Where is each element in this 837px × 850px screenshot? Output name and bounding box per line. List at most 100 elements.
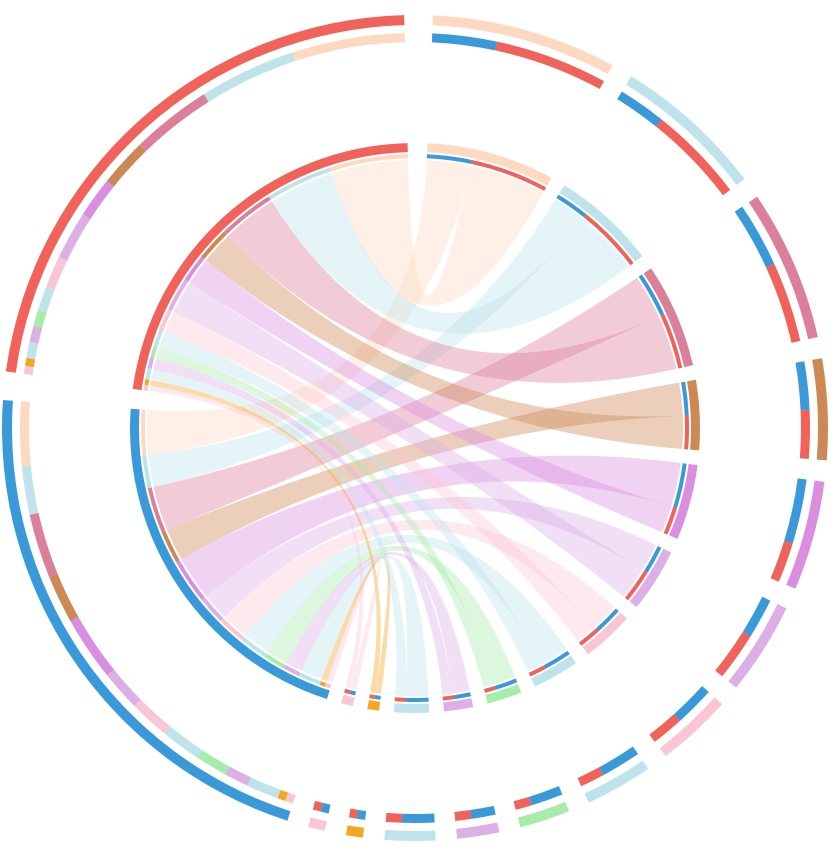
target-outer-composition	[765, 263, 801, 343]
target-composition	[684, 415, 689, 450]
target-outer-arc	[456, 822, 500, 839]
target-composition	[673, 463, 687, 509]
target-composition	[344, 688, 351, 695]
target-arc	[669, 463, 698, 539]
target-outer-composition	[673, 686, 709, 721]
source-composition	[147, 357, 155, 370]
chord-ribbon	[286, 552, 470, 694]
source-composition	[283, 664, 301, 677]
target-arc	[687, 379, 700, 451]
source-composition	[224, 196, 271, 235]
source-outer-composition	[134, 699, 171, 734]
source-composition	[324, 683, 332, 689]
target-outer-composition	[715, 631, 751, 677]
target-composition	[349, 690, 356, 696]
target-outer-composition	[431, 33, 498, 51]
target-outer-arc	[728, 604, 787, 688]
source-composition	[319, 681, 327, 687]
chord-ribbon	[166, 382, 683, 560]
target-outer-arc	[786, 480, 825, 589]
target-outer-composition	[320, 802, 331, 814]
target-composition	[426, 154, 472, 164]
source-outer-composition	[23, 365, 34, 376]
source-composition	[264, 653, 286, 669]
chord-ribbon	[147, 160, 471, 455]
target-outer-composition	[454, 810, 472, 821]
target-outer-composition	[312, 800, 323, 812]
target-composition	[394, 697, 407, 702]
source-outer-composition	[70, 617, 115, 676]
source-outer-composition	[26, 341, 39, 360]
target-arc	[629, 548, 672, 608]
source-composition	[176, 560, 205, 600]
target-outer-composition	[470, 805, 496, 819]
target-composition	[453, 692, 471, 700]
target-arc	[341, 694, 355, 707]
target-outer-composition	[784, 478, 807, 544]
target-composition	[663, 506, 678, 535]
source-outer-composition	[106, 144, 146, 187]
target-composition	[405, 697, 429, 703]
source-composition	[142, 454, 152, 489]
target-arc	[367, 700, 381, 711]
source-composition	[141, 409, 147, 455]
target-composition	[681, 381, 689, 416]
target-outer-composition	[385, 812, 403, 823]
source-composition	[184, 256, 205, 282]
target-outer-composition	[598, 746, 639, 776]
source-outer-arc	[5, 15, 405, 373]
target-outer-composition	[656, 119, 731, 196]
target-outer-composition	[734, 206, 775, 268]
target-outer-arc	[812, 358, 829, 461]
target-composition	[624, 570, 648, 601]
chord-ribbon	[301, 555, 429, 696]
target-outer-arc	[308, 817, 327, 832]
source-composition	[150, 346, 158, 359]
chord-ribbon	[148, 199, 583, 488]
source-composition	[145, 368, 152, 380]
target-outer-composition	[795, 361, 810, 411]
target-composition	[644, 545, 662, 573]
source-outer-composition	[203, 52, 296, 102]
target-outer-composition	[357, 809, 367, 820]
source-outer-composition	[19, 401, 31, 467]
source-outer-composition	[247, 777, 281, 799]
chord-ribbon	[331, 160, 544, 306]
target-composition	[596, 608, 619, 632]
target-composition	[442, 695, 455, 701]
source-outer-composition	[38, 286, 55, 313]
source-outer-composition	[197, 750, 230, 775]
source-composition	[153, 330, 163, 348]
target-composition	[583, 214, 634, 266]
source-arc	[129, 408, 330, 700]
target-arc	[443, 698, 474, 712]
target-outer-composition	[348, 808, 359, 819]
source-composition	[147, 487, 166, 532]
target-outer-composition	[770, 540, 793, 582]
chord-ribbon	[181, 455, 681, 596]
target-composition	[578, 628, 599, 646]
source-outer-composition	[107, 669, 141, 706]
target-arc	[427, 143, 552, 186]
source-outer-composition	[24, 357, 36, 368]
target-outer-composition	[401, 813, 435, 823]
target-outer-arc	[748, 196, 818, 340]
source-composition	[241, 636, 267, 657]
target-arc	[559, 185, 643, 262]
source-outer-composition	[164, 726, 203, 758]
source-outer-composition	[58, 214, 91, 261]
target-outer-arc	[626, 76, 745, 186]
target-outer-arc	[584, 760, 649, 803]
chord-ribbon	[189, 260, 672, 533]
source-outer-composition	[21, 465, 39, 515]
target-outer-arc	[659, 697, 723, 757]
chord-ribbon	[228, 201, 677, 383]
target-arc	[485, 684, 522, 704]
source-outer-composition	[225, 766, 252, 786]
source-outer-composition	[33, 310, 47, 329]
chord-ribbon	[153, 358, 454, 695]
source-outer-composition	[49, 573, 79, 622]
source-outer-composition	[285, 792, 296, 804]
source-composition	[268, 167, 332, 200]
source-arc	[132, 143, 408, 391]
